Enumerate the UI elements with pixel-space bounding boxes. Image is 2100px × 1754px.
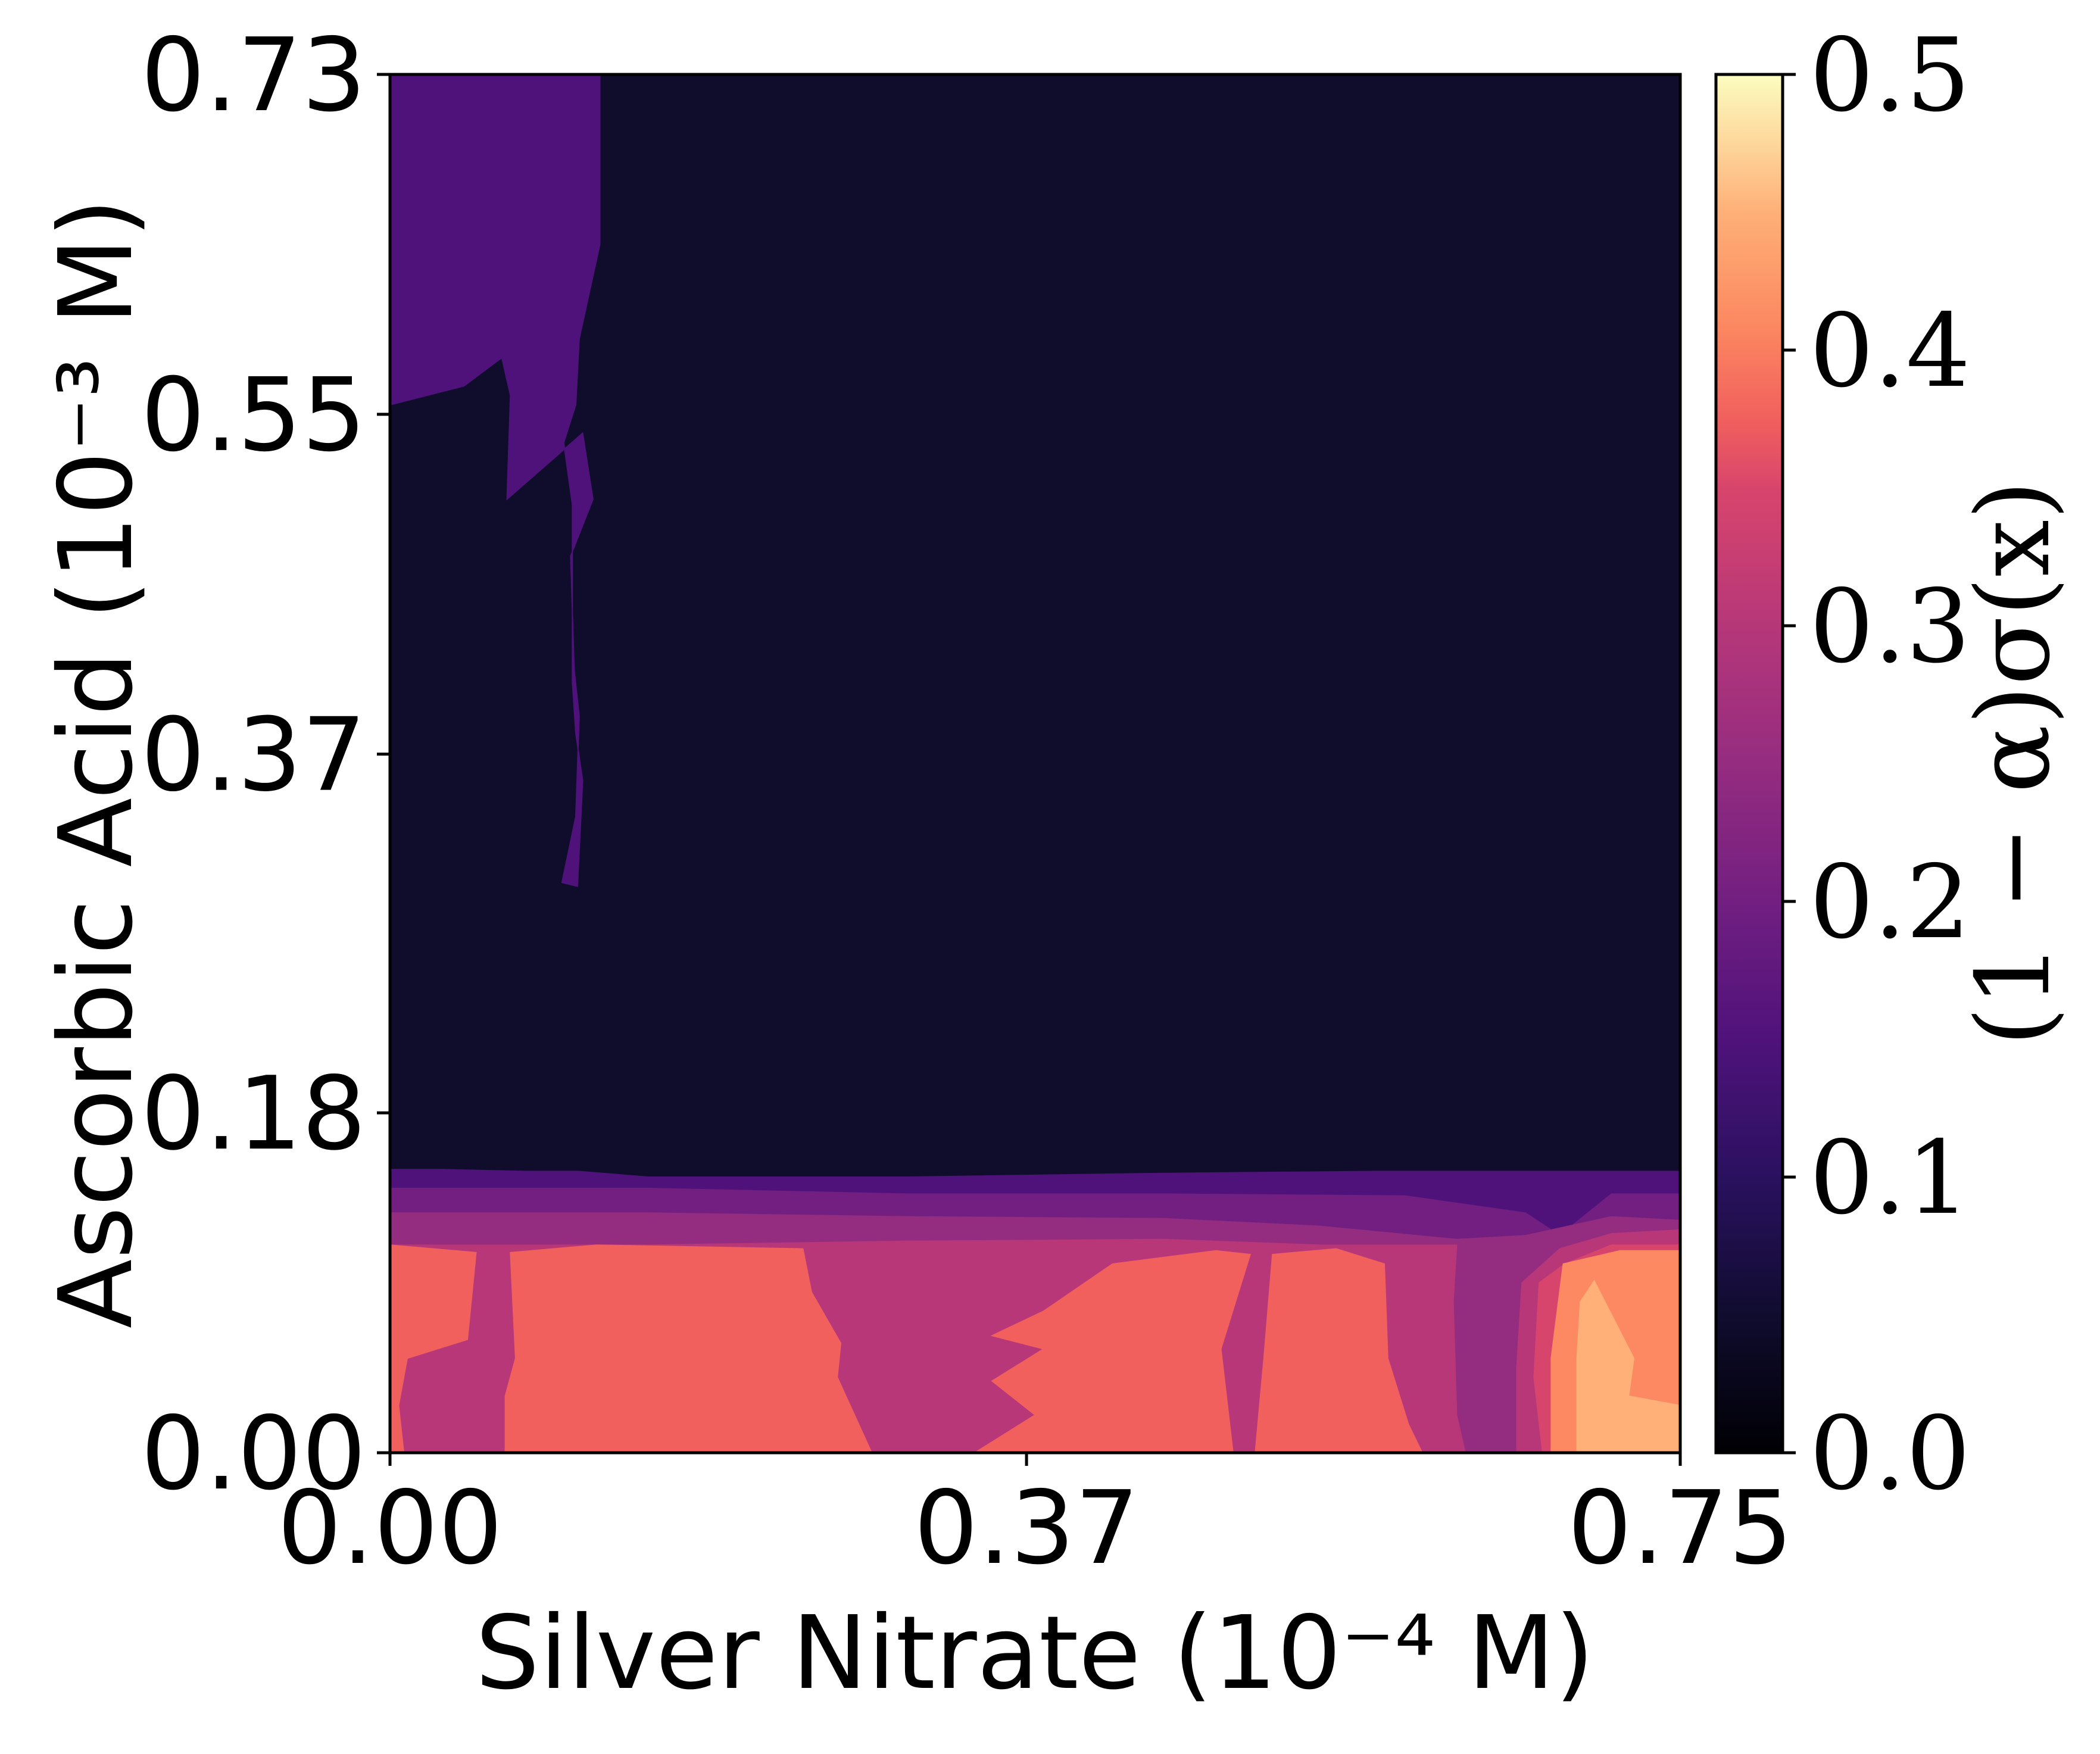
y-tick-label: 0.73 bbox=[141, 17, 366, 135]
contour-region-9 bbox=[504, 1244, 873, 1453]
colorbar-tick-label: 0.4 bbox=[1809, 292, 1970, 410]
contour-region-10 bbox=[880, 1250, 1252, 1453]
x-tick-label: 0.37 bbox=[914, 1469, 1140, 1587]
x-tick-label: 0.75 bbox=[1568, 1469, 1793, 1587]
contour-regions bbox=[390, 74, 1680, 1453]
colorbar-frame bbox=[1714, 73, 1784, 1455]
colorbar-gradient bbox=[1716, 74, 1783, 1453]
contour-region-2 bbox=[390, 74, 601, 887]
plot-frame bbox=[388, 73, 1682, 1455]
colorbar-tick-label: 0.1 bbox=[1809, 1119, 1970, 1237]
contour-region-11 bbox=[1255, 1248, 1423, 1453]
colorbar-tick-label: 0.2 bbox=[1809, 844, 1970, 962]
colorbar-tick-label: 0.0 bbox=[1809, 1395, 1970, 1513]
y-tick-label: 0.55 bbox=[141, 357, 366, 475]
y-tick-label: 0.18 bbox=[141, 1055, 366, 1173]
colorbar-tick-label: 0.5 bbox=[1809, 17, 1970, 135]
x-axis-label: Silver Nitrate (10⁻⁴ M) bbox=[475, 1594, 1594, 1712]
y-axis-label: Ascorbic Acid (10⁻³ M) bbox=[38, 198, 155, 1328]
y-tick-label: 0.37 bbox=[141, 697, 366, 814]
contour-region-0 bbox=[390, 74, 1680, 1453]
contour-region-8 bbox=[390, 1244, 477, 1453]
colorbar-ticks: 0.0 0.1 0.2 0.3 0.4 0.5 bbox=[1783, 17, 1970, 1513]
x-tick-label: 0.00 bbox=[277, 1469, 503, 1587]
y-tick-label: 0.00 bbox=[141, 1395, 366, 1513]
colorbar-label: (1 − α)σ(x) bbox=[1955, 480, 2073, 1047]
colorbar-tick-label: 0.3 bbox=[1809, 568, 1970, 686]
contour-region-13 bbox=[1576, 1279, 1680, 1453]
x-axis: 0.00 0.37 0.75 bbox=[277, 1453, 1793, 1587]
y-axis: 0.00 0.18 0.37 0.55 0.73 bbox=[141, 17, 390, 1513]
